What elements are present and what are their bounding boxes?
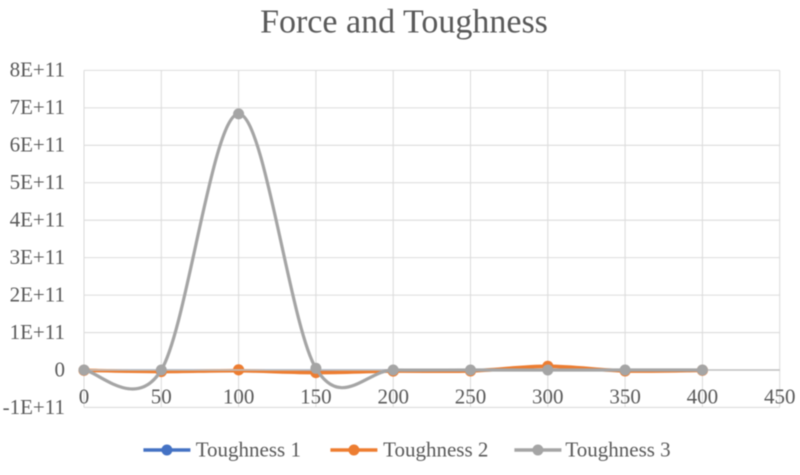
svg-text:6E+11: 6E+11	[10, 133, 65, 157]
svg-text:Toughness 1: Toughness 1	[196, 437, 301, 461]
svg-text:300: 300	[532, 384, 564, 408]
svg-text:200: 200	[377, 384, 409, 408]
svg-text:4E+11: 4E+11	[10, 208, 65, 232]
svg-text:3E+11: 3E+11	[10, 245, 65, 269]
svg-text:7E+11: 7E+11	[10, 95, 65, 119]
svg-text:250: 250	[455, 384, 487, 408]
svg-text:Toughness 2: Toughness 2	[383, 437, 488, 461]
svg-text:Force and Toughness: Force and Toughness	[260, 4, 548, 41]
svg-text:400: 400	[687, 384, 719, 408]
svg-text:5E+11: 5E+11	[10, 170, 65, 194]
svg-text:-1E+11: -1E+11	[3, 395, 65, 419]
svg-text:150: 150	[300, 384, 332, 408]
svg-text:Toughness 3: Toughness 3	[565, 437, 670, 461]
svg-text:350: 350	[609, 384, 641, 408]
svg-text:1E+11: 1E+11	[10, 320, 65, 344]
svg-text:50: 50	[151, 384, 172, 408]
svg-text:8E+11: 8E+11	[10, 58, 65, 82]
svg-text:0: 0	[79, 384, 90, 408]
svg-text:0: 0	[55, 357, 66, 381]
svg-text:100: 100	[223, 384, 255, 408]
svg-text:450: 450	[764, 384, 796, 408]
svg-text:2E+11: 2E+11	[10, 282, 65, 306]
